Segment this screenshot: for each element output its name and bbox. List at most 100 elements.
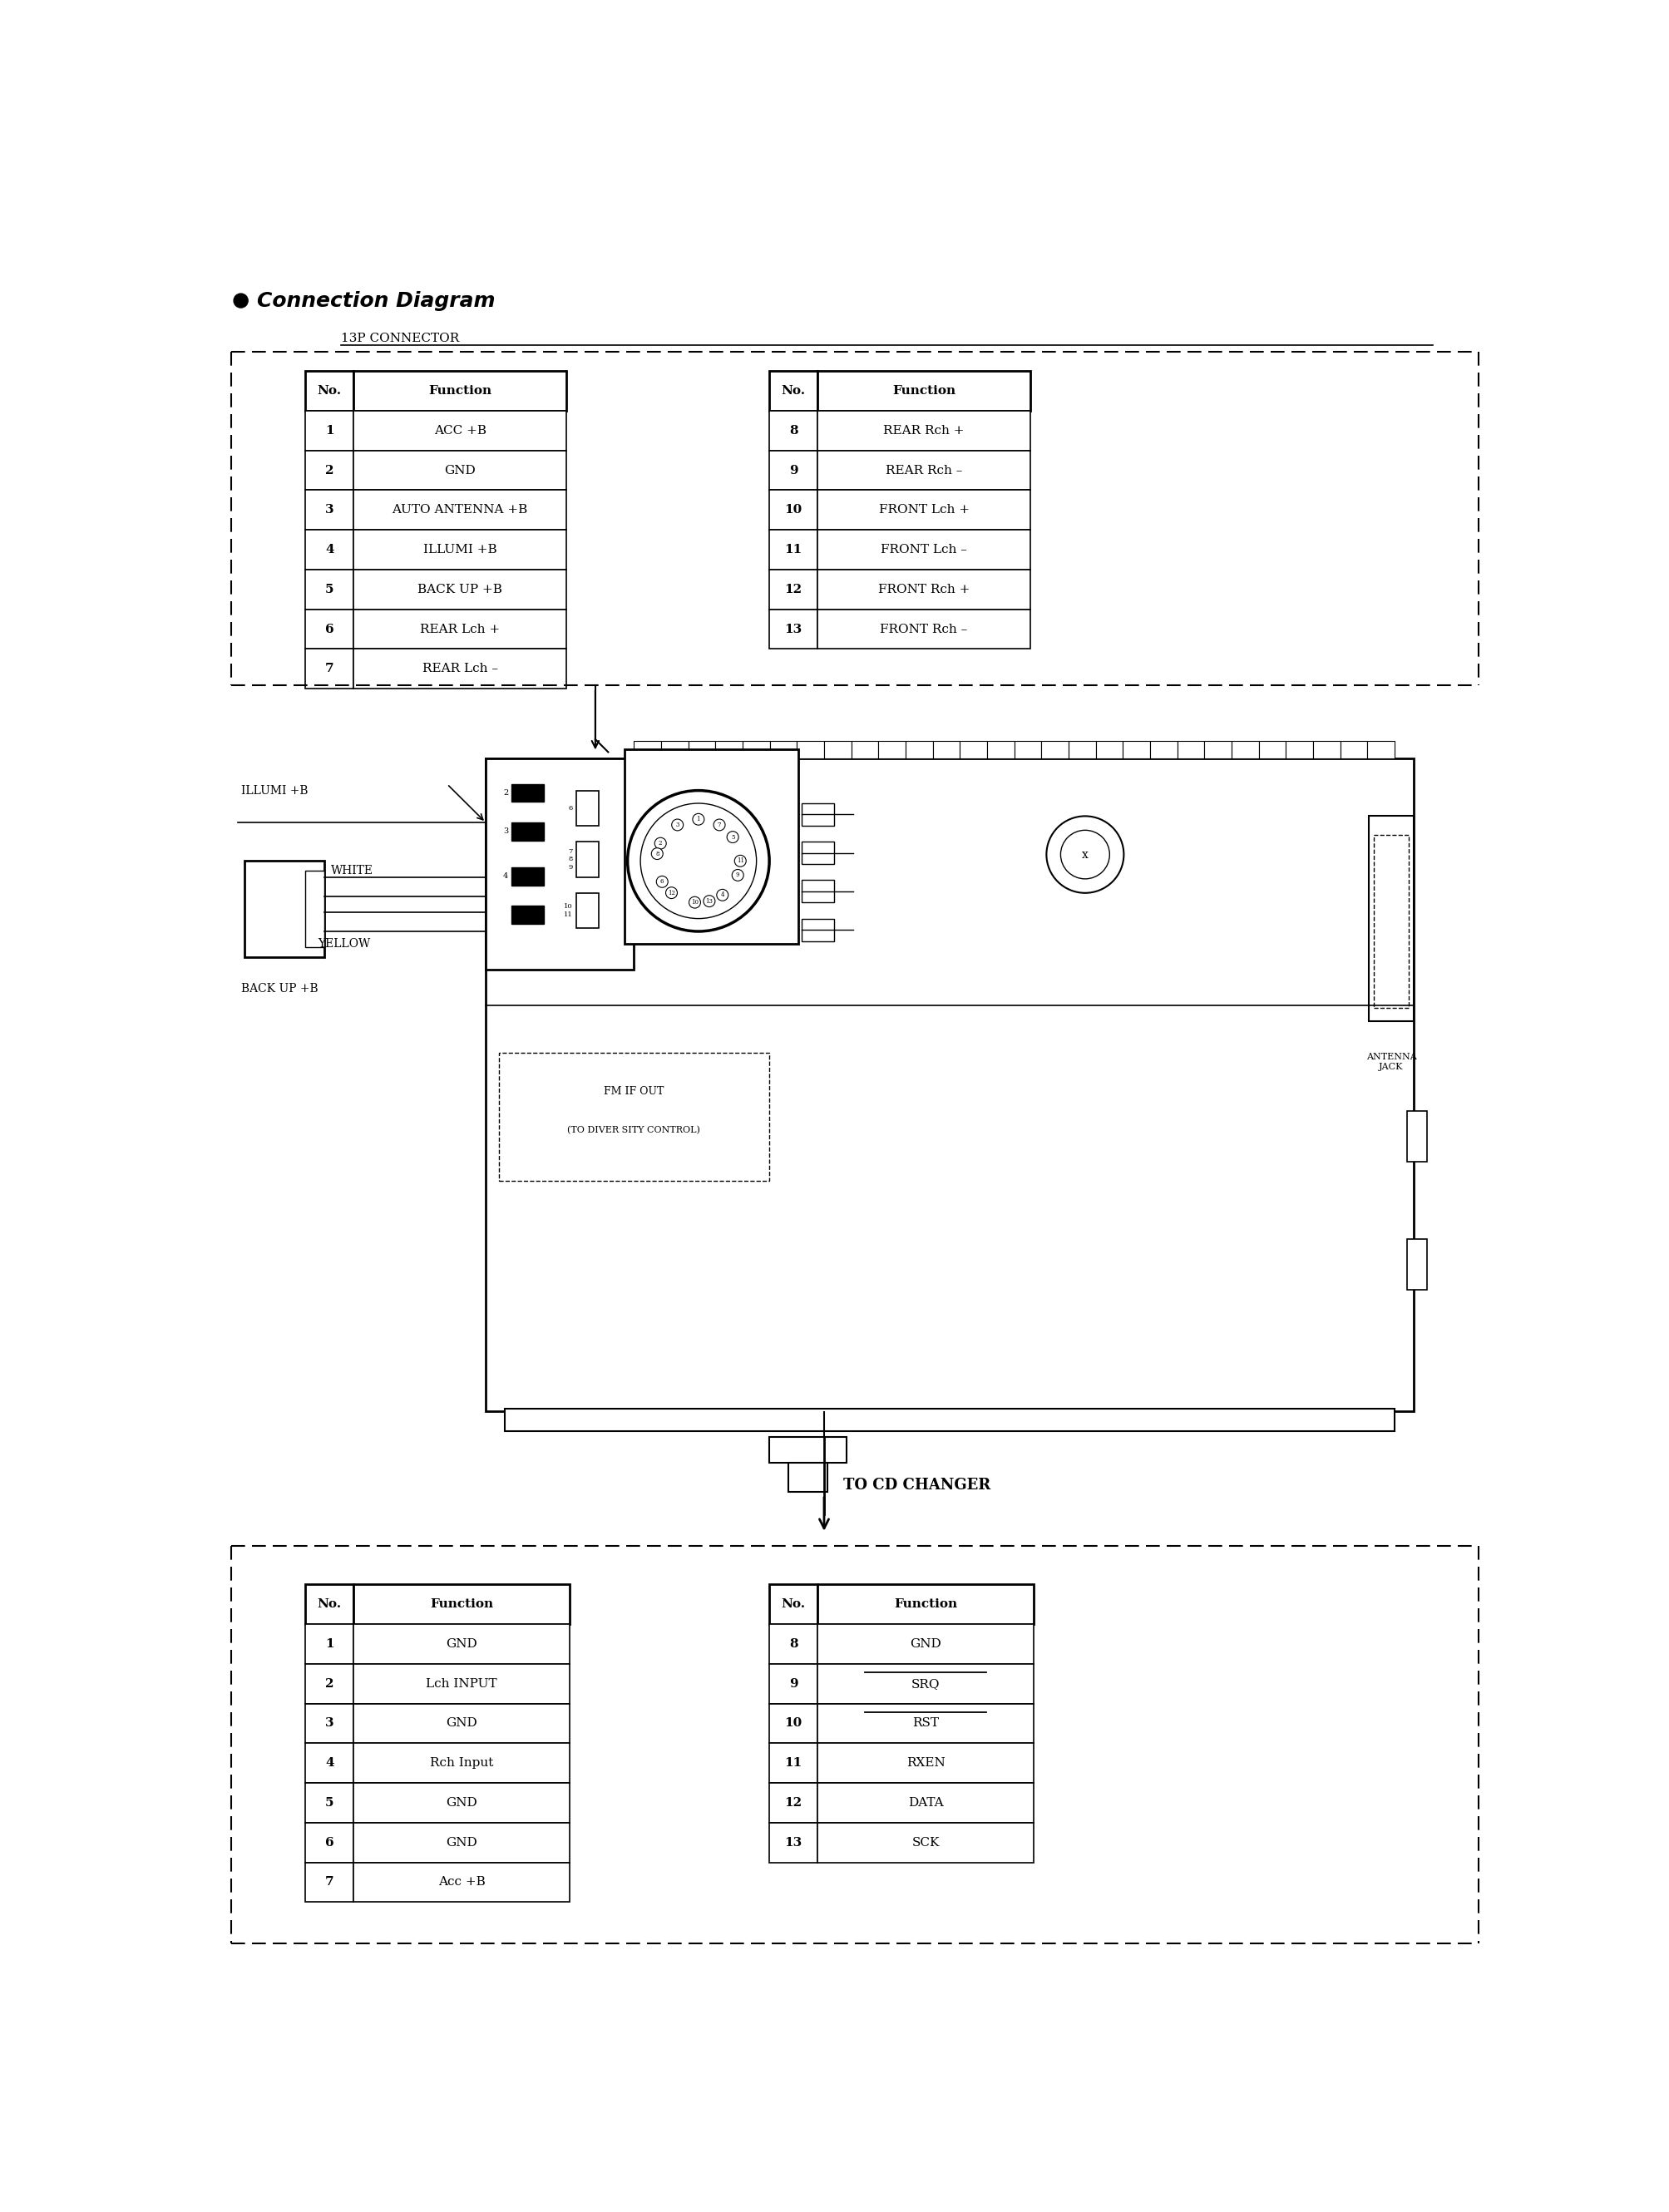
Text: 6: 6	[661, 878, 664, 885]
Bar	[305, 872, 325, 947]
Bar	[1015, 741, 1041, 759]
Bar	[1314, 741, 1340, 759]
Bar	[769, 411, 818, 451]
Text: ILLUMI +B: ILLUMI +B	[240, 785, 307, 796]
Text: Function: Function	[431, 1599, 494, 1610]
Bar	[818, 1823, 1033, 1863]
Circle shape	[671, 818, 683, 832]
Bar	[486, 759, 1414, 1411]
Circle shape	[656, 876, 668, 887]
Circle shape	[734, 856, 746, 867]
Text: Function: Function	[893, 385, 956, 396]
Text: FRONT Rch –: FRONT Rch –	[880, 624, 968, 635]
Text: 9: 9	[736, 872, 739, 878]
Circle shape	[703, 896, 714, 907]
Text: 7: 7	[325, 664, 334, 675]
Bar	[1097, 741, 1123, 759]
Text: SRQ: SRQ	[911, 1679, 940, 1690]
Text: 2: 2	[325, 1679, 334, 1690]
Text: 13: 13	[784, 1836, 803, 1849]
Bar	[769, 1663, 818, 1703]
Text: 4: 4	[721, 891, 724, 898]
Bar	[818, 531, 1030, 568]
Text: 1: 1	[325, 425, 334, 436]
Bar	[906, 741, 933, 759]
Bar	[933, 741, 960, 759]
Bar	[1374, 836, 1409, 1009]
Text: 4: 4	[325, 1756, 334, 1770]
Bar	[1407, 1239, 1427, 1290]
Bar	[818, 1584, 1033, 1624]
Text: 3: 3	[676, 821, 679, 827]
Text: 11: 11	[784, 1756, 803, 1770]
Text: x: x	[1082, 849, 1088, 860]
Bar	[661, 741, 688, 759]
Bar	[1123, 741, 1150, 759]
Bar	[769, 491, 818, 531]
Bar	[354, 411, 566, 451]
Circle shape	[728, 832, 739, 843]
Bar	[1407, 1110, 1427, 1161]
Text: 1: 1	[696, 816, 701, 823]
Bar	[769, 1624, 818, 1663]
Bar	[1205, 741, 1232, 759]
Bar	[818, 608, 1030, 648]
Bar	[878, 741, 906, 759]
Text: 9: 9	[789, 1679, 798, 1690]
Bar	[305, 451, 354, 491]
Text: 7: 7	[718, 821, 721, 827]
Text: AUTO ANTENNA +B: AUTO ANTENNA +B	[392, 504, 527, 515]
Text: BACK UP +B: BACK UP +B	[417, 584, 502, 595]
Bar	[1258, 741, 1285, 759]
Bar	[624, 750, 798, 945]
Bar	[354, 1624, 569, 1663]
Bar	[796, 741, 824, 759]
Bar	[305, 1743, 354, 1783]
Text: Acc +B: Acc +B	[437, 1876, 486, 1889]
Text: 7
8
9: 7 8 9	[567, 849, 572, 869]
Text: 8: 8	[789, 425, 798, 436]
Text: No.: No.	[317, 1599, 342, 1610]
Bar	[305, 1624, 354, 1663]
Text: 10
11: 10 11	[564, 902, 572, 918]
Circle shape	[666, 887, 678, 898]
Bar	[818, 568, 1030, 608]
Text: Lch INPUT: Lch INPUT	[426, 1679, 497, 1690]
Bar	[305, 608, 354, 648]
Bar	[801, 803, 834, 825]
Bar	[818, 1743, 1033, 1783]
Text: 13: 13	[784, 624, 803, 635]
Circle shape	[693, 814, 704, 825]
Bar	[1340, 741, 1367, 759]
Bar	[1177, 741, 1205, 759]
Bar	[851, 741, 878, 759]
Bar	[576, 894, 599, 929]
Circle shape	[1046, 816, 1123, 894]
Text: Function: Function	[429, 385, 492, 396]
Bar	[511, 905, 544, 925]
Text: RXEN: RXEN	[906, 1756, 945, 1770]
Bar	[986, 741, 1015, 759]
Bar	[769, 1783, 818, 1823]
Text: 3: 3	[502, 827, 509, 836]
Circle shape	[234, 294, 249, 307]
Circle shape	[1060, 830, 1110, 878]
Bar	[824, 741, 851, 759]
Text: 6: 6	[569, 805, 572, 812]
Bar	[769, 1743, 818, 1783]
Text: REAR Rch –: REAR Rch –	[886, 465, 963, 476]
Text: SCK: SCK	[911, 1836, 940, 1849]
Bar	[769, 741, 796, 759]
Bar	[354, 1743, 569, 1783]
Text: 6: 6	[325, 624, 334, 635]
Text: 11: 11	[736, 858, 744, 865]
Bar	[769, 1584, 818, 1624]
Text: TO CD CHANGER: TO CD CHANGER	[843, 1478, 991, 1493]
Bar	[305, 1823, 354, 1863]
Text: REAR Lch –: REAR Lch –	[422, 664, 497, 675]
Bar	[769, 531, 818, 568]
Bar	[305, 1863, 354, 1902]
Bar	[486, 759, 634, 969]
Text: 2: 2	[659, 841, 663, 847]
Text: 10: 10	[784, 1717, 803, 1730]
